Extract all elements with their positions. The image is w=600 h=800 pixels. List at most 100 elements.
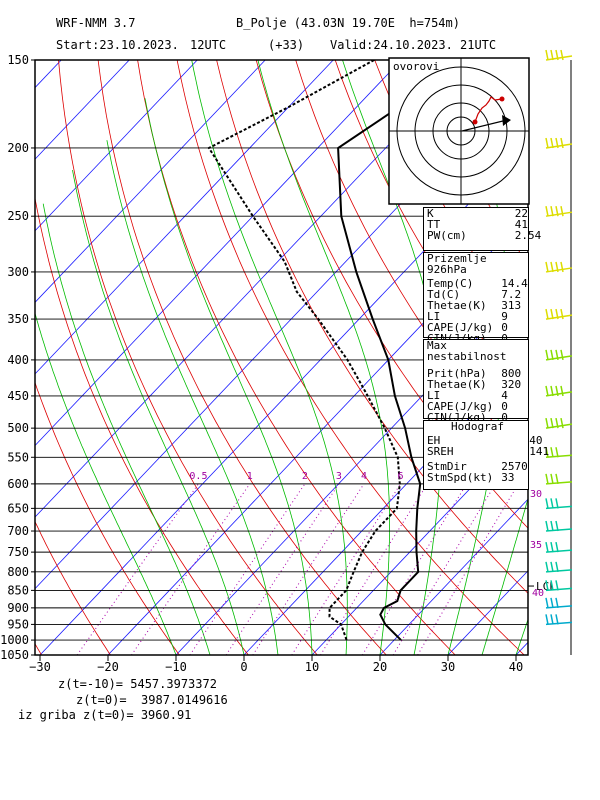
pressure-tick-label: 650	[7, 501, 29, 515]
moist-adiabat	[191, 60, 348, 655]
surface-box-title: Prizemlje 926hPa	[427, 252, 487, 276]
index-k: K 22	[427, 207, 528, 220]
lead-time: (+33)	[268, 38, 305, 52]
wind-barb	[545, 308, 573, 320]
isotherm-line	[35, 60, 334, 375]
mixing-ratio-label: 1	[247, 471, 253, 482]
temperature-tick-label: 30	[441, 660, 455, 674]
dry-adiabat	[35, 196, 249, 655]
pressure-tick-label: 250	[7, 209, 29, 223]
pressure-tick-label: 350	[7, 312, 29, 326]
mixing-ratio-label: 4	[361, 471, 367, 482]
hodograph-title: ovorovi	[393, 60, 439, 73]
dewpoint-profile	[207, 60, 401, 641]
dry-adiabat	[58, 60, 318, 655]
temperature-tick-label: 0	[240, 660, 247, 674]
isotherm-line	[35, 60, 402, 447]
wind-barb	[545, 614, 573, 626]
isotherm-line	[379, 498, 528, 655]
mixing-ratio-line	[417, 483, 519, 655]
mixing-ratio-label: 2	[302, 471, 308, 482]
moist-adiabat	[72, 170, 245, 655]
index-pw: PW(cm) 2.54	[427, 229, 542, 242]
start-hour: 12UTC	[190, 38, 227, 52]
station-info: B_Polje (43.03N 19.70E h=754m)	[236, 16, 460, 30]
temperature-tick-label: −30	[29, 660, 51, 674]
hodograf-box: Hodograf EH 40 SREH 141 StmDir 2570 StmSpd(…	[423, 420, 549, 490]
temperature-tick-label: −10	[165, 660, 187, 674]
wind-barb	[545, 206, 573, 217]
wind-barb	[545, 597, 573, 609]
index-box: K 22 TT 41 PW(cm) 2.54	[423, 207, 541, 251]
storm-motion-arrowhead	[502, 115, 511, 126]
wind-barb	[545, 541, 573, 553]
mixing-ratio-line	[392, 483, 496, 655]
wind-barb	[545, 137, 573, 149]
temperature-tick-label: 40	[509, 660, 523, 674]
storm-motion-arrow	[461, 119, 508, 132]
wind-barb	[545, 385, 573, 397]
pressure-tick-label: 600	[7, 477, 29, 491]
isotherm-line	[107, 212, 528, 655]
mixing-ratio-line	[189, 483, 306, 655]
temperature-tick-label: 20	[373, 660, 387, 674]
wind-speed-label: 35	[530, 540, 542, 551]
unstable-box: Max nestabilnost Prit(hPa) 800 Thetae(K) 3…	[423, 339, 529, 423]
index-tt: TT 41	[427, 218, 528, 231]
mixing-ratio-line	[76, 483, 199, 655]
wind-speed-label: 30	[530, 489, 542, 500]
start-date: Start:23.10.2023.	[56, 38, 179, 52]
pressure-tick-label: 1000	[0, 633, 29, 647]
wind-barb	[545, 261, 573, 273]
pressure-tick-label: 550	[7, 450, 29, 464]
wind-barb	[545, 417, 573, 429]
wind-barb	[545, 561, 573, 573]
moist-adiabat	[144, 98, 313, 655]
wind-barb	[545, 520, 573, 532]
z-minus10: z(t=-10)= 5457.3973372	[58, 677, 217, 691]
isotherm-line	[35, 60, 266, 303]
pressure-tick-label: 800	[7, 565, 29, 579]
model-name: WRF-NMM 3.7	[56, 16, 136, 30]
temperature-profile	[337, 60, 470, 641]
isotherm-line	[311, 427, 528, 655]
isotherm-line	[35, 60, 198, 232]
pressure-tick-label: 850	[7, 583, 29, 597]
valid-hour: 21UTC	[460, 38, 497, 52]
temperature-tick-label: 10	[305, 660, 319, 674]
pressure-tick-label: 950	[7, 617, 29, 631]
mixing-ratio-line	[252, 483, 365, 655]
pressure-tick-label: 500	[7, 421, 29, 435]
dry-adiabat	[572, 60, 600, 655]
moist-adiabat	[257, 60, 390, 655]
pressure-tick-label: 200	[7, 141, 29, 155]
temperature-tick-label: −20	[97, 660, 119, 674]
wind-barb	[545, 49, 573, 61]
wind-barb	[545, 473, 573, 485]
hodograf-box-title: Hodograf	[451, 420, 504, 433]
pressure-tick-label: 150	[7, 53, 29, 67]
pressure-tick-label: 1050	[0, 648, 29, 662]
moist-adiabat	[42, 203, 211, 655]
mixing-ratio-label: 3	[336, 471, 342, 482]
mixing-ratio-label: 6	[398, 471, 404, 482]
wind-barb	[545, 349, 573, 361]
moist-adiabat	[106, 140, 279, 655]
unstable-box-title: Max nestabilnost	[427, 339, 507, 363]
mixing-ratio-label: 0.5	[189, 471, 207, 482]
hodograph-trace	[474, 96, 503, 123]
pressure-tick-label: 450	[7, 389, 29, 403]
moist-adiabat	[35, 311, 177, 655]
pressure-tick-label: 750	[7, 545, 29, 559]
z-grib: iz griba z(t=0)= 3960.91	[18, 708, 192, 722]
hodograph-point	[472, 119, 478, 125]
pressure-tick-label: 700	[7, 524, 29, 538]
hodograph-point	[499, 96, 505, 102]
pressure-tick-label: 900	[7, 601, 29, 615]
valid-date: Valid:24.10.2023.	[330, 38, 453, 52]
isotherm-line	[584, 60, 600, 655]
wind-barb	[545, 498, 573, 510]
z-zero: z(t=0)= 3987.0149616	[76, 693, 228, 707]
mixing-ratio-line	[131, 483, 251, 655]
wind-barb	[545, 580, 573, 592]
